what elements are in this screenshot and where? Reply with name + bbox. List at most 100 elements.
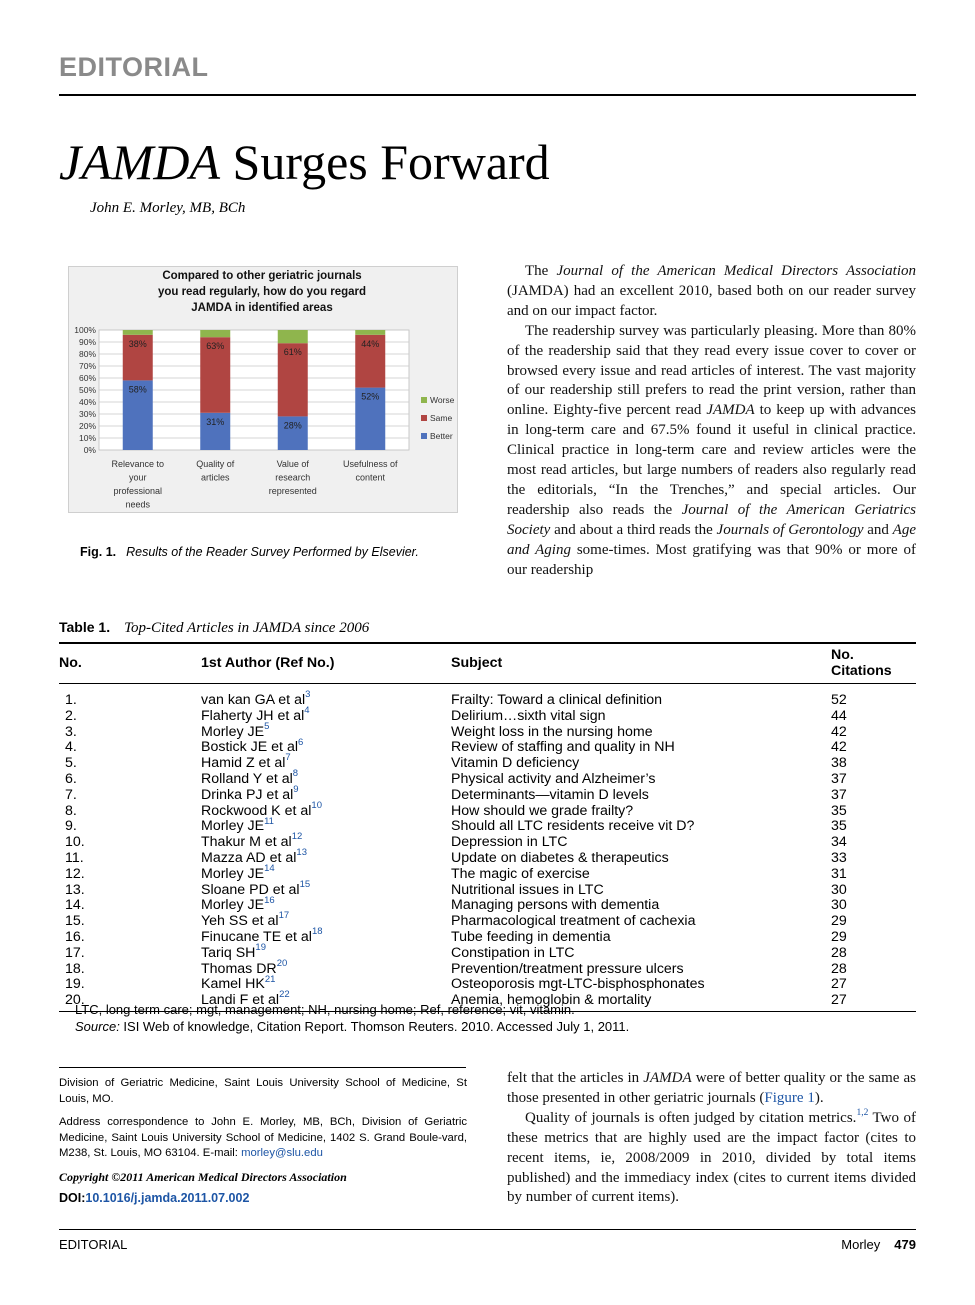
cell-author: van kan GA et al3 — [201, 684, 451, 709]
cell-subject: Osteoporosis mgt-LTC-bisphosphonates — [451, 976, 705, 993]
data-label: 61% — [284, 347, 302, 357]
data-label: 63% — [206, 341, 224, 351]
reference-link[interactable]: 21 — [264, 973, 276, 985]
cell-author: Rockwood K et al10 — [201, 801, 451, 820]
reference-link[interactable]: 22 — [279, 989, 290, 1001]
cell-author: Morley JE5 — [201, 722, 451, 741]
data-label: 52% — [361, 392, 379, 402]
reference-link[interactable]: 7 — [285, 752, 291, 764]
chart-title-line: you read regularly, how do you regard — [158, 286, 366, 298]
reference-link[interactable]: 20 — [276, 957, 288, 969]
y-tick-label: 70% — [79, 361, 96, 371]
address-text: Address correspondence to John E. Morley… — [59, 1116, 467, 1159]
cell-no: 13. — [65, 881, 85, 898]
figure-label: Fig. 1. — [80, 545, 117, 559]
reference-link[interactable]: 12 — [291, 831, 303, 843]
cell-subject: Constipation in LTC — [451, 944, 575, 961]
citation-ref-link[interactable]: 1,2 — [856, 1107, 869, 1118]
reference-link[interactable]: 4 — [304, 705, 310, 717]
cell-subject: Review of staffing and quality in NH — [451, 739, 675, 756]
legend-swatch-better — [421, 433, 427, 439]
reference-link[interactable]: 16 — [264, 894, 275, 906]
text-run: were of better quality or the same as th… — [507, 1070, 916, 1106]
cell-author: Kamel HK21 — [201, 973, 451, 993]
text-run: The — [525, 263, 557, 279]
bar-segment-worse — [277, 330, 308, 344]
cell-citations: 34 — [831, 834, 847, 851]
table-row: 20. Landi F et al22 Anemia, hemoglobin & m… — [59, 990, 916, 1012]
figure-chart: Compared to other geriatric journals you … — [68, 266, 458, 513]
table-row: 3. Morley JE5 Weight loss in the nursing h… — [59, 722, 916, 741]
header-rule — [59, 94, 916, 96]
cell-author: Bostick JE et al6 — [201, 736, 451, 756]
journal-name: JAMDA — [706, 402, 755, 419]
cell-author: Thomas DR20 — [201, 959, 451, 978]
cell-subject: Managing persons with dementia — [451, 897, 660, 914]
reference-link[interactable]: 11 — [264, 815, 274, 827]
cell-no: 6. — [65, 770, 77, 787]
cell-no: 1. — [65, 692, 77, 708]
journal-name: Journal of the American Geriatrics Socie… — [507, 501, 916, 538]
table-row: 18. Thomas DR20 Prevention/treatment press… — [59, 959, 916, 978]
text-run: Quality of journals is often judged by c… — [525, 1109, 857, 1126]
author-name: Drinka PJ et al — [201, 786, 294, 803]
bar-segment-better — [277, 416, 308, 450]
journal-name: Journal of the American Medical Director… — [556, 263, 917, 279]
footer-page-info: Morley 479 — [841, 1237, 916, 1252]
survey-chart-svg: Compared to other geriatric journals you … — [74, 270, 455, 510]
reference-link[interactable]: 18 — [311, 926, 323, 938]
y-tick-label: 100% — [74, 325, 96, 335]
reference-link[interactable]: 8 — [292, 768, 299, 780]
reference-link[interactable]: 19 — [255, 942, 266, 954]
bar-segment-worse — [200, 330, 231, 338]
cell-author: Tariq SH19 — [201, 943, 451, 962]
cell-subject: Delirium…sixth vital sign — [451, 707, 606, 724]
reference-link[interactable]: 14 — [264, 863, 275, 875]
legend-swatch-worse — [421, 397, 427, 403]
reference-link[interactable]: 10 — [311, 799, 322, 811]
table-source: Source: ISI Web of knowledge, Citation R… — [75, 1018, 629, 1035]
author-name: Bostick JE et al — [201, 739, 298, 756]
chart-title-line: Compared to other geriatric journals — [162, 270, 361, 282]
table-notes: LTC, long term care; mgt, management; NH… — [75, 1001, 629, 1035]
cell-no: 15. — [65, 913, 85, 930]
body-right-column: The Journal of the American Medical Dire… — [507, 262, 916, 581]
journal-name: JAMDA — [643, 1070, 692, 1086]
cell-author: Flaherty JH et al4 — [201, 706, 451, 725]
bar-segment-better — [200, 412, 231, 450]
x-tick-label: Relevance to — [111, 459, 164, 469]
doi-link[interactable]: 10.1016/j.jamda.2011.07.002 — [85, 1191, 250, 1205]
cell-no: 3. — [65, 723, 77, 740]
figure-caption: Fig. 1. Results of the Reader Survey Perf… — [80, 545, 419, 559]
table-row: 8. Rockwood K et al10 How should we grade … — [59, 801, 916, 820]
cell-citations: 37 — [831, 786, 847, 803]
author-name: van kan GA et al — [201, 692, 306, 708]
paragraph-intro: The Journal of the American Medical Dire… — [507, 262, 916, 322]
author-name: Morley JE — [201, 897, 265, 914]
legend-label: Worse — [430, 395, 455, 405]
paragraph-metrics: Quality of journals is often judged by c… — [507, 1107, 917, 1209]
x-tick-label: Value of — [277, 459, 310, 469]
cell-subject: How should we grade frailty? — [451, 802, 634, 819]
bar-segment-same — [200, 337, 231, 413]
table-caption-text: Top-Cited Articles in JAMDA since 2006 — [124, 620, 370, 636]
text-run: Two of these metrics that are highly use… — [507, 1109, 917, 1206]
reference-link[interactable]: 17 — [278, 910, 290, 922]
figure-1-link[interactable]: Figure 1 — [764, 1089, 815, 1106]
footer-section: EDITORIAL — [59, 1237, 128, 1252]
text-run: and about a third reads the — [550, 521, 717, 538]
reference-link[interactable]: 9 — [293, 784, 299, 796]
reference-link[interactable]: 13 — [296, 847, 307, 859]
x-tick-label: Quality of — [196, 459, 235, 469]
figure-caption-text: Results of the Reader Survey Performed b… — [126, 545, 419, 559]
text-run: The readership survey was particularly p… — [507, 322, 916, 419]
chart-title-line: JAMDA in identified areas — [191, 302, 332, 314]
author-name: Flaherty JH et al — [201, 707, 305, 724]
legend-label: Better — [430, 431, 453, 441]
reference-link[interactable]: 5 — [264, 720, 270, 732]
reference-link[interactable]: 6 — [298, 736, 304, 748]
email-link[interactable]: morley@slu.edu — [241, 1147, 323, 1159]
reference-link[interactable]: 15 — [299, 878, 311, 890]
cell-author: Yeh SS et al17 — [201, 911, 451, 930]
reference-link[interactable]: 3 — [305, 689, 311, 701]
